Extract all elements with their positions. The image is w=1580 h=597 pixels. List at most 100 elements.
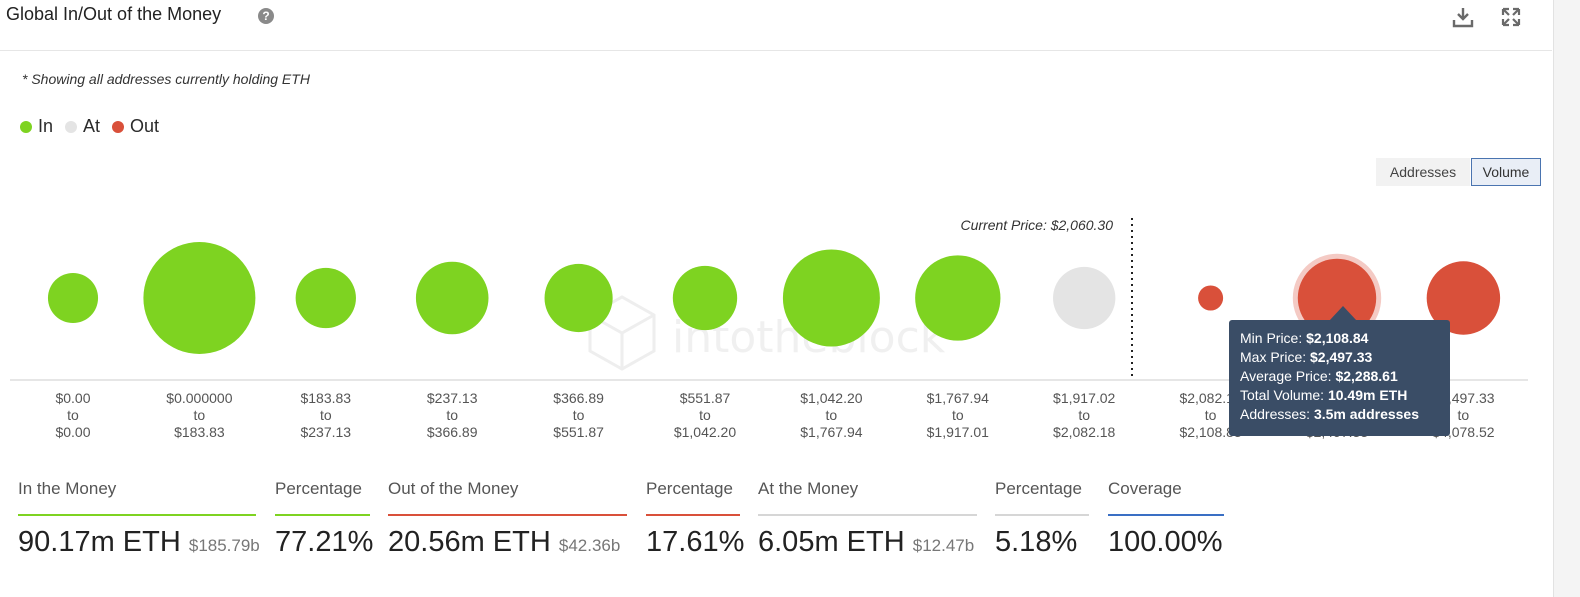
tooltip-row-min-price: Min Price: $2,108.84	[1240, 329, 1450, 348]
stat-value: 5.18%	[995, 526, 1078, 558]
scrollbar-track[interactable]	[1553, 0, 1580, 597]
legend-dot-in	[20, 120, 32, 133]
x-tick-label: $551.87	[680, 390, 731, 406]
bubble-in[interactable]	[143, 242, 256, 354]
x-tick-label: to	[194, 407, 206, 423]
tooltip-row-average-price: Average Price: $2,288.61	[1240, 367, 1450, 386]
stat-value: 20.56m ETH $42.36b	[388, 526, 627, 559]
x-tick-label: to	[699, 407, 711, 423]
stat-label: In the Money	[18, 479, 117, 498]
expand-icon[interactable]	[1500, 6, 1522, 28]
bubble-out[interactable]	[1426, 261, 1501, 335]
bubble-in[interactable]	[915, 255, 1001, 341]
stat-value: 6.05m ETH $12.47b	[758, 526, 977, 559]
stat-underline	[275, 514, 370, 516]
price-range-tooltip: Min Price: $2,108.84 Max Price: $2,497.3…	[1229, 320, 1450, 436]
stat-label: Out of the Money	[388, 479, 519, 498]
tooltip-row-total-volume: Total Volume: 10.49m ETH	[1240, 386, 1450, 405]
stat-value: 100.00%	[1108, 526, 1223, 558]
x-tick-label: $183.83	[300, 390, 351, 406]
stat-usd-value: $12.47b	[912, 536, 975, 555]
stat-value-text: 6.05m ETH	[758, 526, 905, 558]
x-tick-label: $237.13	[300, 424, 351, 440]
tooltip-label: Min Price:	[1240, 330, 1303, 346]
bubble-out[interactable]	[1198, 285, 1224, 311]
question-circle-icon[interactable]: ?	[258, 8, 274, 24]
tooltip-label: Addresses:	[1240, 406, 1311, 422]
stat-value-text: 90.17m ETH	[18, 526, 181, 558]
stat-coverage: Coverage 100.00%	[1108, 478, 1224, 559]
legend-dot-out	[112, 120, 125, 133]
x-tick-label: $2,082.18	[1179, 390, 1241, 406]
x-tick-label: $366.89	[553, 390, 604, 406]
stat-value-text: 20.56m ETH	[388, 526, 551, 558]
tooltip-row-addresses: Addresses: 3.5m addresses	[1240, 405, 1450, 424]
stat-underline	[18, 514, 256, 516]
x-tick-label: to	[952, 407, 964, 423]
legend-label-out: Out	[130, 116, 160, 136]
bubble-in[interactable]	[544, 263, 613, 333]
stat-at-the-money: At the Money 6.05m ETH $12.47b	[758, 478, 977, 559]
legend-item-in[interactable]: In	[20, 116, 53, 137]
bubble-in[interactable]	[47, 272, 99, 324]
download-icon[interactable]	[1452, 6, 1474, 28]
x-tick-label: to	[573, 407, 585, 423]
x-tick-label: to	[446, 407, 458, 423]
stat-out-of-the-money: Out of the Money 20.56m ETH $42.36b	[388, 478, 627, 559]
bubble-at[interactable]	[1053, 266, 1116, 330]
x-tick-label: $0.00	[55, 390, 90, 406]
stat-out-percentage: Percentage 17.61%	[646, 478, 745, 559]
x-tick-label: to	[826, 407, 838, 423]
stat-usd-value: $42.36b	[558, 536, 621, 555]
bubble-in[interactable]	[782, 249, 880, 347]
legend: In At Out	[20, 116, 159, 137]
x-tick-label: $1,917.01	[927, 424, 989, 440]
watermark-logo: intotheblock	[588, 295, 946, 371]
x-tick-label: to	[1458, 407, 1470, 423]
x-tick-label: to	[320, 407, 332, 423]
stat-value: 17.61%	[646, 526, 745, 558]
summary-stats: In the Money 90.17m ETH $185.79b Percent…	[0, 478, 1552, 578]
page-title: Global In/Out of the Money	[6, 4, 222, 24]
current-price-label: Current Price: $2,060.30	[960, 217, 1113, 233]
widget-header: Global In/Out of the Money ?	[0, 0, 1552, 51]
legend-dot-at	[65, 120, 78, 133]
tooltip-value: 3.5m addresses	[1313, 406, 1420, 422]
x-tick-label: $551.87	[553, 424, 604, 440]
tooltip-label: Average Price:	[1240, 368, 1332, 384]
stat-label: Percentage	[275, 479, 362, 498]
legend-label-at: At	[83, 116, 101, 136]
holding-note: * Showing all addresses currently holdin…	[22, 71, 310, 87]
x-tick-label: $1,767.94	[800, 424, 862, 440]
tooltip-value: $2,108.84	[1306, 330, 1369, 346]
legend-item-at[interactable]: At	[65, 116, 100, 137]
x-tick-label: $1,042.20	[800, 390, 862, 406]
stat-in-the-money: In the Money 90.17m ETH $185.79b	[18, 478, 260, 559]
x-tick-label: $1,042.20	[674, 424, 736, 440]
stat-underline	[995, 514, 1089, 516]
x-tick-label: $183.83	[174, 424, 225, 440]
stat-label: Percentage	[995, 479, 1082, 498]
stat-underline	[388, 514, 627, 516]
legend-item-out[interactable]: Out	[112, 116, 159, 137]
addresses-toggle-button[interactable]: Addresses	[1376, 158, 1470, 186]
bubble-chart: intotheblock Current Price: $2,060.30 $0…	[10, 217, 1528, 440]
volume-toggle-button[interactable]: Volume	[1471, 158, 1541, 186]
stat-label: Coverage	[1108, 479, 1182, 498]
tooltip-label: Total Volume:	[1240, 387, 1325, 403]
stat-label: At the Money	[758, 479, 859, 498]
stat-underline	[1108, 514, 1224, 516]
x-tick-label: $237.13	[427, 390, 478, 406]
x-tick-label: $0.000000	[166, 390, 232, 406]
x-tick-label: to	[1078, 407, 1090, 423]
stat-at-percentage: Percentage 5.18%	[995, 478, 1089, 559]
x-tick-label: $366.89	[427, 424, 478, 440]
bubble-in[interactable]	[415, 261, 489, 335]
tooltip-row-max-price: Max Price: $2,497.33	[1240, 348, 1450, 367]
bubble-in[interactable]	[672, 265, 738, 331]
x-tick-label: $1,917.02	[1053, 390, 1115, 406]
tooltip-arrow	[1329, 306, 1357, 321]
bubble-in[interactable]	[295, 267, 356, 329]
stat-in-percentage: Percentage 77.21%	[275, 478, 373, 559]
stat-underline	[758, 514, 977, 516]
